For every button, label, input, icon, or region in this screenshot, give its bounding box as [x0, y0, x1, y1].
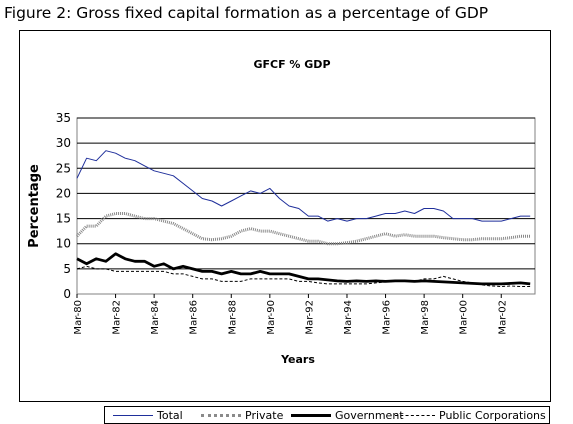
series-total-line	[76, 150, 531, 222]
x-tick-label: Mar-80	[73, 300, 84, 335]
chart-title: GFCF % GDP	[253, 58, 330, 71]
x-axis-label: Years	[280, 353, 315, 366]
x-tick-label: Mar-94	[343, 300, 354, 335]
x-tick-label: Mar-00	[459, 300, 470, 335]
x-tick-label: Mar-92	[304, 300, 315, 335]
y-tick-label: 15	[56, 212, 71, 226]
x-tick-label: Mar-84	[150, 300, 161, 335]
chart-area: GFCF % GDP 0 5 10 15 20 25 30 35 Mar-80 Mar-82 Ma…	[19, 30, 551, 424]
legend-swatch-total	[113, 415, 153, 416]
x-tick-label: Mar-86	[189, 300, 200, 335]
series-private-line	[75, 212, 531, 246]
y-tick-label: 5	[63, 262, 71, 276]
x-tick-label: Mar-88	[227, 300, 238, 335]
legend-label-private: Private	[245, 409, 284, 422]
x-tick-label: Mar-98	[420, 300, 431, 335]
x-tick-label: Mar-96	[382, 300, 393, 335]
y-tick-label: 35	[56, 111, 71, 125]
legend-swatch-public-corporations	[395, 415, 435, 416]
legend-label-total: Total	[157, 409, 183, 422]
chart-legend: Total Private Government Public Corporat…	[104, 406, 550, 424]
figure-title: Figure 2: Gross fixed capital formation …	[4, 4, 489, 22]
legend-label-public-corporations: Public Corporations	[439, 409, 546, 422]
x-tick-label: Mar-82	[112, 300, 123, 335]
y-tick-label: 20	[56, 186, 71, 200]
legend-label-government: Government	[335, 409, 404, 422]
x-tick-label: Mar-02	[497, 300, 508, 335]
y-tick-label: 0	[63, 287, 71, 301]
y-axis-ticks: 0 5 10 15 20 25 30 35	[56, 111, 71, 301]
legend-swatch-government	[291, 414, 331, 417]
y-tick-label: 10	[56, 237, 71, 251]
series-government-line	[76, 252, 531, 286]
x-axis-ticks: Mar-80 Mar-82 Mar-84 Mar-86 Mar-88 Mar-90 Mar-…	[73, 294, 508, 335]
series-lines	[75, 150, 531, 287]
legend-swatch-private	[201, 414, 241, 417]
x-tick-label: Mar-90	[266, 300, 277, 335]
y-tick-label: 30	[56, 136, 71, 150]
gridlines	[77, 117, 535, 270]
y-tick-label: 25	[56, 161, 71, 175]
y-axis-label: Percentage	[27, 164, 42, 248]
plot-area	[76, 117, 536, 295]
series-public-corporations-line	[76, 265, 531, 287]
